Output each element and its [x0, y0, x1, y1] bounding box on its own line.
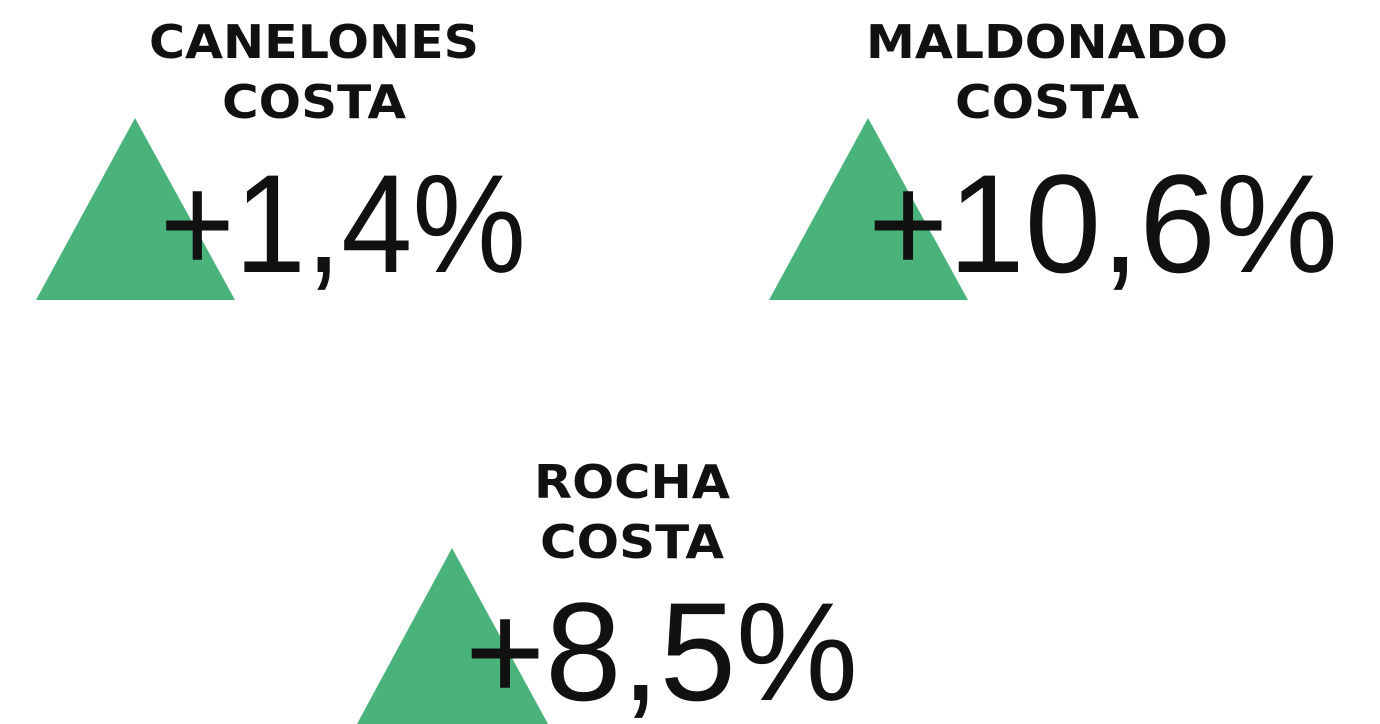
- region-card: CANELONES COSTA +1,4%: [36, 15, 526, 302]
- region-title: CANELONES: [149, 15, 479, 69]
- up-triangle: [769, 118, 968, 300]
- region-title: COSTA: [955, 75, 1139, 129]
- region-title: COSTA: [540, 515, 724, 569]
- region-title: COSTA: [222, 75, 406, 129]
- change-value: +8,5%: [465, 573, 858, 724]
- region-card: ROCHA COSTA +8,5%: [357, 455, 858, 724]
- change-value: +1,4%: [160, 145, 526, 302]
- region-card: MALDONADO COSTA +10,6%: [769, 15, 1338, 302]
- region-title: MALDONADO: [866, 15, 1228, 69]
- region-title: ROCHA: [534, 455, 730, 509]
- up-triangle: [357, 548, 548, 724]
- up-triangle: [36, 118, 235, 300]
- change-value: +10,6%: [868, 145, 1338, 302]
